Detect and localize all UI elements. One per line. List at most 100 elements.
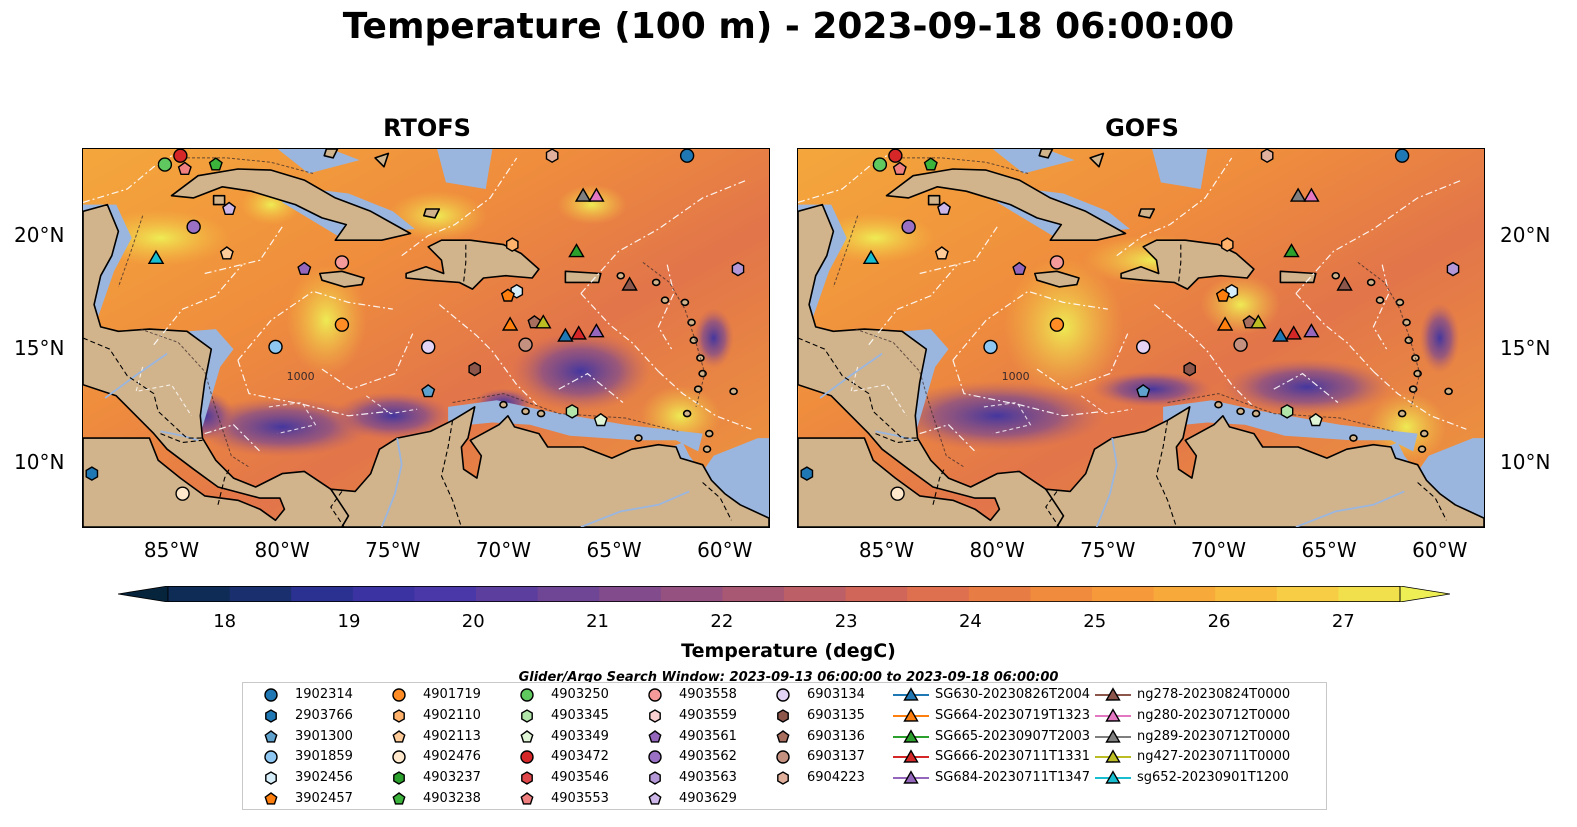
marker-4903561[interactable] — [1012, 261, 1027, 276]
marker-3902457[interactable] — [1215, 288, 1230, 302]
marker-4903250[interactable] — [157, 157, 173, 172]
triangle-marker-icon — [893, 749, 929, 764]
marker-2903766[interactable] — [85, 466, 99, 481]
marker-4903553[interactable] — [177, 161, 192, 175]
marker-2903766[interactable] — [800, 466, 814, 481]
marker-4903558[interactable] — [1049, 255, 1065, 270]
map-panel-rtofs[interactable]: 1000 — [82, 148, 770, 528]
marker-4902476[interactable] — [175, 486, 190, 501]
legend-label: 6904223 — [807, 770, 865, 786]
y-tick-left-20: 20°N — [14, 223, 65, 247]
marker-3901859[interactable] — [983, 339, 998, 355]
x-tick-gofs-3: 70°W — [1190, 538, 1247, 562]
marker-4901719[interactable] — [1049, 317, 1065, 332]
pentagon-marker-icon — [392, 792, 406, 805]
x-tick-gofs-0: 85°W — [858, 538, 915, 562]
marker-4902110[interactable] — [506, 237, 519, 252]
marker-4903349[interactable] — [1308, 412, 1323, 427]
legend-label: SG664-20230719T1323 — [935, 707, 1091, 723]
pentagon-marker-icon — [264, 792, 278, 805]
marker-4902110[interactable] — [1221, 237, 1234, 252]
x-tick-rtofs-4: 65°W — [586, 538, 642, 562]
marker-4903563[interactable] — [1446, 261, 1460, 277]
marker-SG684-20230711T1347[interactable] — [1303, 323, 1320, 338]
marker-ng278-20230824T0000[interactable] — [621, 276, 638, 291]
circle-marker-icon — [264, 750, 278, 765]
legend-label: SG666-20230711T1331 — [935, 749, 1091, 765]
marker-3901300[interactable] — [421, 384, 436, 398]
colorbar-tick-19: 19 — [337, 611, 361, 632]
marker-1902314[interactable] — [679, 149, 695, 163]
marker-SG684-20230711T1347[interactable] — [588, 323, 605, 338]
marker-ng278-20230824T0000[interactable] — [1336, 276, 1353, 291]
marker-ng289-20230712T0000[interactable] — [1289, 187, 1307, 202]
legend-label: 6903135 — [807, 707, 865, 723]
marker-4903345[interactable] — [565, 404, 579, 419]
pentagon-marker-icon — [264, 729, 278, 743]
legend-label: 4903349 — [551, 728, 609, 744]
marker-6903137[interactable] — [518, 337, 533, 352]
legend-label: 4903563 — [679, 770, 737, 786]
marker-4903238[interactable] — [923, 157, 938, 171]
marker-4902113[interactable] — [219, 246, 234, 260]
legend-label: 6903136 — [807, 728, 865, 744]
hexagon-marker-icon — [521, 708, 533, 723]
marker-6903135[interactable] — [468, 361, 481, 377]
hexagon-marker-icon — [265, 771, 277, 785]
marker-ng280-20230712T0000[interactable] — [588, 187, 605, 202]
marker-sg652-20230901T1200[interactable] — [147, 249, 165, 265]
marker-4903553[interactable] — [892, 161, 907, 175]
marker-6903135[interactable] — [1183, 361, 1196, 377]
marker-4903558[interactable] — [334, 255, 350, 270]
marker-4903238[interactable] — [208, 157, 223, 171]
marker-SG666-20230711T1331[interactable] — [1285, 325, 1302, 340]
legend-label: 4903345 — [551, 707, 609, 723]
marker-4903562[interactable] — [186, 219, 201, 235]
marker-SG665-20230907T2003[interactable] — [568, 243, 585, 258]
marker-4903345[interactable] — [1280, 404, 1294, 419]
legend-label: 6903137 — [807, 749, 865, 765]
pentagon-marker-icon — [392, 729, 406, 743]
marker-4901719[interactable] — [334, 317, 350, 332]
legend-label: ng280-20230712T0000 — [1137, 707, 1291, 723]
marker-ng280-20230712T0000[interactable] — [1303, 187, 1320, 202]
marker-4903250[interactable] — [872, 157, 888, 172]
marker-4903472[interactable] — [173, 149, 188, 163]
legend-label: 1902314 — [295, 687, 353, 702]
marker-1902314[interactable] — [1394, 149, 1410, 163]
marker-4902476[interactable] — [890, 486, 905, 501]
marker-4903349[interactable] — [593, 412, 608, 427]
marker-sg652-20230901T1200[interactable] — [862, 249, 880, 265]
marker-SG666-20230711T1331[interactable] — [570, 325, 587, 340]
marker-4902113[interactable] — [934, 246, 949, 260]
marker-SG664-20230719T1323[interactable] — [1216, 316, 1234, 331]
legend-label: 4903238 — [423, 791, 481, 806]
circle-marker-icon — [264, 688, 278, 702]
marker-SG664-20230719T1323[interactable] — [501, 316, 519, 331]
marker-ng427-20230711T0000[interactable] — [534, 314, 552, 329]
marker-6903137[interactable] — [1233, 337, 1248, 352]
marker-ng427-20230711T0000[interactable] — [1249, 314, 1267, 329]
marker-3901300[interactable] — [1136, 384, 1151, 398]
marker-6904223[interactable] — [1260, 149, 1274, 164]
marker-4903472[interactable] — [888, 149, 903, 163]
marker-ng289-20230712T0000[interactable] — [574, 187, 592, 202]
marker-SG630-20230826T2004[interactable] — [557, 327, 574, 342]
marker-4903562[interactable] — [901, 219, 916, 235]
marker-SG665-20230907T2003[interactable] — [1283, 243, 1300, 258]
marker-4903629[interactable] — [937, 201, 952, 216]
marker-3901859[interactable] — [268, 339, 283, 355]
marker-4903561[interactable] — [297, 261, 312, 276]
marker-4903629[interactable] — [222, 201, 237, 216]
marker-6904223[interactable] — [545, 149, 559, 164]
legend-label: 4903250 — [551, 687, 609, 702]
marker-6903134[interactable] — [1136, 339, 1151, 355]
marker-SG630-20230826T2004[interactable] — [1272, 327, 1289, 342]
hexagon-marker-icon — [521, 771, 533, 785]
marker-4903563[interactable] — [731, 261, 745, 277]
map-panel-gofs[interactable]: 1000 — [797, 148, 1485, 528]
marker-6903134[interactable] — [421, 339, 436, 355]
marker-3902457[interactable] — [500, 288, 515, 302]
x-tick-rtofs-0: 85°W — [143, 538, 200, 562]
pentagon-marker-icon — [776, 729, 790, 743]
